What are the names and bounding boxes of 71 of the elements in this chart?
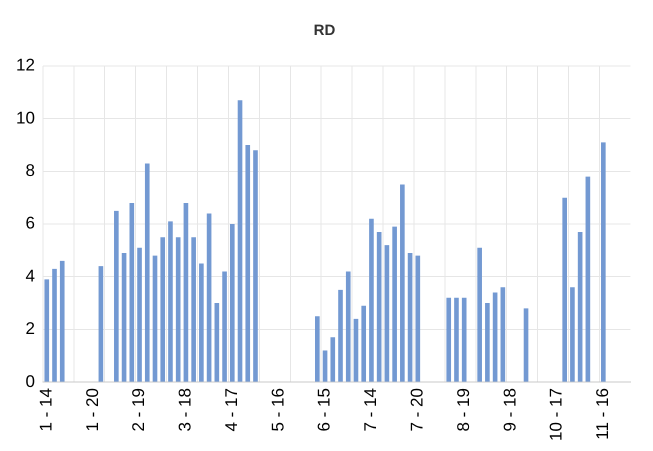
- x-tick-label: 1 - 20: [82, 388, 102, 432]
- x-tick-label: 4 - 17: [222, 388, 241, 432]
- bar: [578, 232, 582, 382]
- bar: [392, 226, 397, 382]
- y-tick-label: 4: [25, 266, 35, 286]
- bar: [129, 202, 134, 382]
- bar: [152, 256, 158, 382]
- chart-title: RD: [314, 22, 336, 40]
- bar: [485, 303, 490, 382]
- bar: [168, 221, 173, 382]
- bar: [384, 245, 390, 382]
- bar: [214, 303, 220, 382]
- bar: [315, 316, 320, 382]
- y-tick-label: 2: [25, 319, 35, 338]
- bar: [222, 271, 227, 382]
- bar: [238, 100, 242, 382]
- bar: [477, 248, 482, 382]
- x-tick-label: 1 - 14: [36, 388, 56, 432]
- bar: [52, 268, 57, 382]
- y-tick-label: 0: [25, 372, 35, 391]
- x-tick-label: 5 - 16: [268, 388, 288, 432]
- x-tick-label: 3 - 18: [176, 388, 195, 432]
- bar: [114, 210, 119, 382]
- bar: [346, 271, 351, 382]
- x-tick-label: 9 - 18: [500, 388, 520, 432]
- x-tick-label: 8 - 19: [454, 388, 473, 432]
- bar: [60, 260, 65, 382]
- y-tick-label: 8: [25, 161, 35, 180]
- bar: [354, 318, 358, 382]
- bar: [492, 292, 498, 382]
- bar: [369, 218, 374, 382]
- bar: [160, 237, 166, 382]
- bar: [330, 337, 336, 382]
- bar: [454, 298, 459, 382]
- bar: [338, 290, 343, 382]
- y-tick-label: 10: [16, 108, 35, 128]
- x-tick-label: 2 - 19: [129, 388, 148, 432]
- bar: [230, 224, 235, 382]
- y-tick-label: 12: [16, 56, 35, 75]
- bar: [570, 287, 575, 382]
- bar: [191, 237, 196, 382]
- bar: [253, 150, 258, 382]
- bar: [361, 306, 366, 382]
- bar: [122, 253, 126, 382]
- x-tick-label: 11 - 16: [593, 388, 612, 440]
- bar: [322, 350, 328, 382]
- x-tick-label: 6 - 15: [314, 388, 334, 432]
- bar: [376, 232, 382, 382]
- bar: [562, 198, 567, 382]
- bar: [415, 256, 420, 382]
- x-tick-label: 7 - 20: [408, 388, 426, 432]
- bar: [137, 248, 142, 382]
- bar: [199, 264, 204, 382]
- bar: [586, 176, 590, 382]
- bar: [184, 202, 188, 382]
- x-tick-label: 10 - 17: [546, 388, 566, 442]
- bar: [98, 266, 104, 382]
- bar: [524, 308, 528, 382]
- bar: [408, 253, 412, 382]
- bar: [400, 184, 405, 382]
- bar: [144, 163, 150, 382]
- bar: [601, 142, 606, 382]
- x-tick-label: 7 - 14: [361, 388, 380, 432]
- y-tick-label: 6: [25, 214, 35, 233]
- bar: [245, 145, 250, 382]
- bar: [206, 214, 212, 382]
- bar: [176, 237, 181, 382]
- bar: [446, 298, 452, 382]
- bar: [44, 279, 50, 382]
- bar: [500, 287, 506, 382]
- bar: [462, 298, 467, 382]
